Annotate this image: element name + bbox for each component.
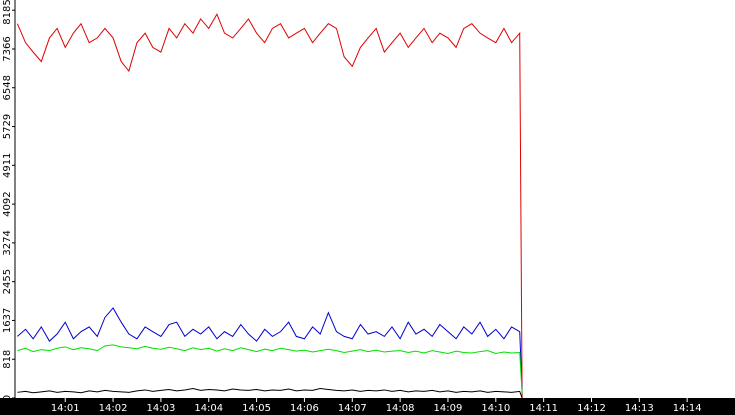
x-tick-label: 14:13	[625, 403, 654, 414]
series-line	[16, 13, 523, 399]
series-line	[17, 344, 523, 394]
series-line	[17, 388, 523, 399]
x-tick-label: 14:11	[529, 403, 558, 414]
x-tick-label: 14:06	[290, 403, 319, 414]
y-tick-label: 8185	[2, 0, 13, 25]
y-tick-label: 1637	[2, 308, 13, 333]
x-tick-label: 14:03	[146, 403, 175, 414]
y-tick-label: 2455	[2, 269, 13, 294]
x-tick-label: 14:09	[434, 403, 463, 414]
x-tick-label: 14:14	[673, 403, 702, 414]
y-tick-label: 6548	[2, 75, 13, 100]
y-tick-label: 3274	[2, 230, 13, 255]
y-tick-label: 4092	[2, 191, 13, 216]
y-tick-label: 0	[2, 395, 13, 401]
series-line	[17, 307, 523, 394]
x-tick-label: 14:02	[99, 403, 128, 414]
x-axis-band	[0, 398, 735, 415]
x-tick-label: 14:04	[194, 403, 223, 414]
y-tick-label: 818	[2, 350, 13, 369]
y-tick-label: 5729	[2, 114, 13, 139]
y-tick-label: 7366	[2, 36, 13, 61]
x-tick-label: 14:05	[242, 403, 271, 414]
x-tick-label: 14:07	[338, 403, 367, 414]
y-tick-label: 4911	[2, 153, 13, 178]
x-tick-label: 14:10	[481, 403, 510, 414]
x-tick-label: 14:12	[577, 403, 606, 414]
x-tick-label: 14:01	[51, 403, 80, 414]
x-tick-label: 14:08	[386, 403, 415, 414]
